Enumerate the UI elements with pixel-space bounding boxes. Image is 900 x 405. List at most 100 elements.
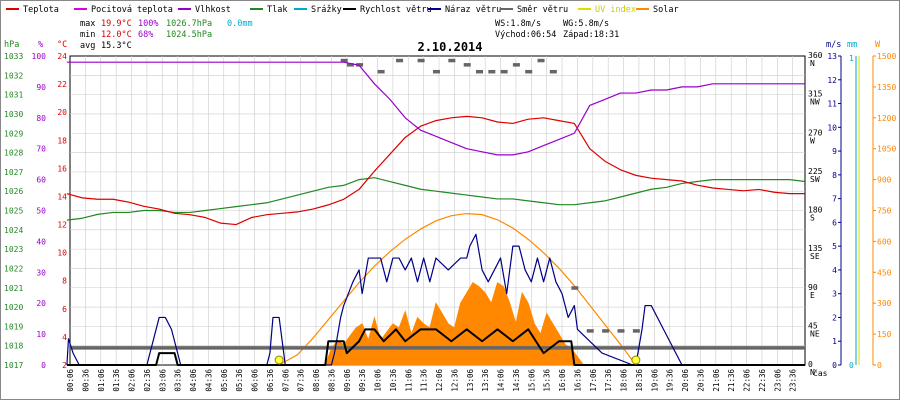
tick-label-compass: SE bbox=[810, 252, 820, 261]
tick-label-solar: 450 bbox=[877, 268, 892, 277]
stats-max-press: 1026.7hPa bbox=[166, 19, 212, 29]
tick-label-temp: 8 bbox=[62, 277, 67, 286]
tick-label-time: 13:06 bbox=[466, 369, 475, 392]
tick-label-time: 02:36 bbox=[143, 369, 152, 392]
stats-min-press: 1024.5hPa bbox=[166, 30, 212, 40]
tick-label-temp: 2 bbox=[62, 361, 67, 370]
tick-label-compass: SW bbox=[810, 175, 820, 184]
axis-unit-hpa: hPa bbox=[4, 40, 19, 50]
sun-marker bbox=[274, 355, 284, 365]
tick-label-time: 17:06 bbox=[589, 369, 598, 392]
tick-label-time: 21:36 bbox=[727, 369, 736, 392]
legend-label: UV index bbox=[595, 5, 636, 15]
tick-label-wind: 13 bbox=[827, 52, 837, 61]
series-wind-direction-dot bbox=[632, 329, 640, 333]
tick-label-pressure: 1025 bbox=[4, 207, 23, 216]
tick-label-pressure: 1024 bbox=[4, 226, 23, 235]
tick-label-time: 14:36 bbox=[512, 369, 521, 392]
legend: Teplota Pocitová teplota Vlhkost Tlak Srážky… bbox=[6, 5, 679, 15]
tick-label-humidity: 10 bbox=[36, 330, 46, 339]
series-pressure bbox=[66, 177, 806, 221]
tick-label-pressure: 1021 bbox=[4, 284, 23, 293]
tick-label-pressure: 1018 bbox=[4, 342, 23, 351]
tick-label-wind: 9 bbox=[832, 147, 837, 156]
tick-label-pressure: 1022 bbox=[4, 264, 23, 273]
series-wind-direction-dot bbox=[340, 58, 348, 63]
tick-label-compass: S bbox=[810, 214, 815, 223]
series-wind-direction-dot bbox=[602, 329, 610, 333]
series-wind-direction-dot bbox=[617, 329, 625, 333]
series-wind-direction-dot bbox=[417, 58, 425, 63]
series-wind-direction-dot bbox=[476, 69, 484, 74]
legend-label: Vlhkost bbox=[195, 5, 231, 15]
stats-min-label: min bbox=[80, 30, 95, 40]
tick-label-time: 14:06 bbox=[497, 369, 506, 392]
tick-label-solar: 1050 bbox=[877, 145, 896, 154]
tick-label-direction: 315 bbox=[808, 90, 823, 99]
tick-label-direction: 225 bbox=[808, 167, 823, 176]
tick-label-time: 10:36 bbox=[389, 369, 398, 392]
tick-label-solar: 600 bbox=[877, 237, 892, 246]
tick-label-time: 12:06 bbox=[435, 369, 444, 392]
tick-label-temp: 10 bbox=[57, 249, 67, 258]
tick-label-time: 03:36 bbox=[174, 369, 183, 392]
tick-label-wind: 4 bbox=[832, 266, 837, 275]
tick-label-pressure: 1030 bbox=[4, 110, 23, 119]
series-wind-direction-dot bbox=[549, 69, 557, 74]
tick-label-pressure: 1026 bbox=[4, 187, 23, 196]
legend-label: Náraz větru bbox=[445, 5, 501, 15]
series-wind-direction-dot bbox=[346, 63, 354, 67]
tick-label-temp: 4 bbox=[62, 333, 67, 342]
series-wind-direction-dot bbox=[463, 63, 471, 67]
tick-label-humidity: 40 bbox=[36, 237, 46, 246]
series-wind-direction-dot bbox=[432, 69, 440, 74]
tick-label-time: 07:06 bbox=[281, 369, 290, 392]
tick-label-time: 16:06 bbox=[558, 369, 567, 392]
series-wind-direction-dot bbox=[571, 286, 579, 290]
axis-unit-ms: m/s bbox=[826, 40, 841, 50]
tick-label-temp: 20 bbox=[57, 108, 67, 117]
stats-max-label: max bbox=[80, 19, 95, 29]
tick-label-time: 19:06 bbox=[650, 369, 659, 392]
tick-label-pressure: 1031 bbox=[4, 91, 23, 100]
tick-label-wind: 12 bbox=[827, 76, 837, 85]
tick-label-time: 11:36 bbox=[420, 369, 429, 392]
tick-label-time: 19:36 bbox=[666, 369, 675, 392]
tick-label-solar: 1350 bbox=[877, 83, 896, 92]
tick-label-time: 20:36 bbox=[696, 369, 705, 392]
tick-label-humidity: 90 bbox=[36, 83, 46, 92]
tick-label-time: 10:06 bbox=[374, 369, 383, 392]
tick-label-pressure: 1029 bbox=[4, 129, 23, 138]
tick-label-solar: 150 bbox=[877, 330, 892, 339]
tick-label-time: 06:06 bbox=[251, 369, 260, 392]
tick-label-pressure: 1027 bbox=[4, 168, 23, 177]
tick-label-temp: 24 bbox=[57, 52, 67, 61]
legend-label: Solar bbox=[653, 5, 679, 15]
tick-label-time: 05:36 bbox=[235, 369, 244, 392]
tick-label-humidity: 60 bbox=[36, 176, 46, 185]
tick-label-humidity: 50 bbox=[36, 207, 46, 216]
stats-ws: WS:1.8m/s bbox=[495, 19, 541, 29]
series-wind-speed bbox=[66, 328, 805, 366]
tick-label-pressure: 1020 bbox=[4, 303, 23, 312]
legend-label: Tlak bbox=[267, 5, 287, 15]
tick-label-direction: 180 bbox=[808, 206, 823, 215]
tick-label-direction: 45 bbox=[808, 321, 818, 330]
tick-label-direction: 135 bbox=[808, 244, 823, 253]
series bbox=[66, 58, 806, 366]
chart-title: 2.10.2014 bbox=[417, 40, 482, 54]
axis-unit-w: W bbox=[875, 40, 881, 50]
tick-label-time: 01:36 bbox=[112, 369, 121, 392]
tick-label-direction: 270 bbox=[808, 128, 823, 137]
tick-label-time: 08:06 bbox=[312, 369, 321, 392]
tick-label-time: 00:36 bbox=[81, 369, 90, 392]
series-wind-direction-dot bbox=[488, 69, 496, 74]
tick-label-wind: 0 bbox=[832, 361, 837, 370]
tick-label-compass: N bbox=[810, 59, 815, 68]
tick-label-time: 07:36 bbox=[297, 369, 306, 392]
stats-min-temp: 12.0°C bbox=[101, 30, 132, 40]
tick-label-temp: 16 bbox=[57, 164, 67, 173]
stats-min-hum: 68% bbox=[138, 30, 153, 40]
series-wind-direction-dot bbox=[525, 69, 533, 74]
tick-label-time: 22:36 bbox=[758, 369, 767, 392]
